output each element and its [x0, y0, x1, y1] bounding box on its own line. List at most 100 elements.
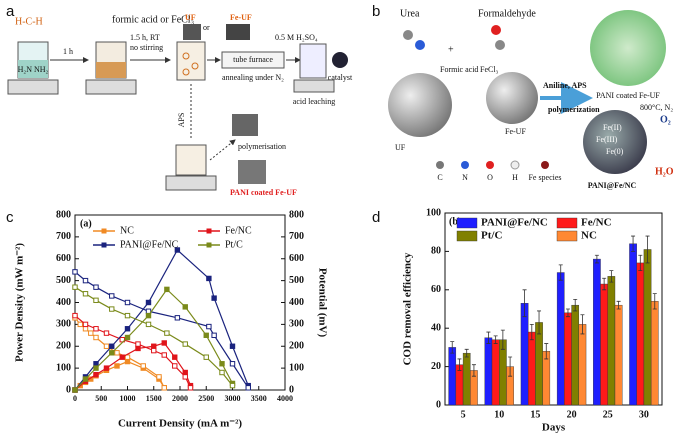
bar — [527, 331, 536, 406]
error-bar — [580, 314, 585, 335]
error-bar — [558, 264, 563, 281]
legend-marker — [101, 242, 107, 248]
y-tick-label: 200 — [56, 341, 71, 352]
particle — [182, 68, 190, 76]
bar — [571, 304, 580, 406]
potential-point — [172, 363, 178, 369]
fe-label: Fe(II) — [603, 123, 622, 132]
potential-point — [211, 332, 217, 339]
panel-a: a H-C-H H₂N NH₂ 1 h formic acid or FeCl₃… — [6, 3, 353, 197]
x-tick-label: 10 — [494, 409, 504, 420]
potential-point — [88, 330, 94, 336]
o2-label: O₂ — [660, 114, 671, 125]
x-tick-label: 25 — [603, 409, 613, 420]
power-point — [182, 304, 188, 310]
legend-text: H — [512, 173, 518, 182]
error-bar — [638, 254, 643, 271]
step-label: 1.5 h, RT — [130, 33, 160, 42]
error-bar — [471, 364, 476, 377]
bar — [600, 283, 608, 406]
y2-axis-title: Potential (mV) — [316, 268, 328, 338]
x-tick-label: 1000 — [120, 394, 136, 403]
y2-tick-label: 0 — [289, 384, 294, 395]
y-tick-label: 100 — [426, 207, 441, 218]
potential-point — [82, 277, 89, 284]
potential-point — [164, 330, 170, 336]
error-bar — [464, 348, 469, 358]
bar — [578, 324, 587, 406]
atom — [495, 40, 505, 50]
y2-tick-label: 700 — [289, 231, 304, 242]
plus: + — [448, 44, 454, 55]
power-point — [229, 343, 236, 349]
power-point — [172, 354, 178, 360]
x-tick-label: 3000 — [225, 394, 241, 403]
step-label: no stirring — [130, 43, 163, 52]
bar — [491, 339, 500, 406]
potential-point — [93, 334, 99, 341]
legend-marker — [101, 228, 107, 234]
pani-sphere — [590, 10, 666, 86]
h2o-label: H₂O — [655, 166, 674, 177]
legend-text: NC — [120, 225, 134, 236]
x-tick-label: 0 — [73, 394, 77, 403]
error-bar — [652, 293, 657, 310]
potential-point — [245, 385, 251, 391]
y-tick-label: 500 — [56, 275, 71, 286]
panel-letter: a — [6, 3, 15, 20]
potential-point — [93, 326, 99, 332]
y-axis-title: COD removal efficiency — [402, 252, 414, 365]
potential-point — [77, 321, 83, 328]
step-label: polymerization — [548, 105, 600, 114]
error-bar — [450, 341, 455, 354]
bar — [535, 322, 543, 406]
power-point — [109, 350, 115, 356]
product-label: UF — [185, 13, 196, 22]
panel-subtitle: (a) — [80, 218, 92, 229]
potential-point — [182, 374, 188, 380]
error-bar — [544, 343, 549, 360]
x-tick-label: 30 — [639, 409, 649, 420]
reagent-label: formic acid or FeCl₃ — [112, 14, 194, 25]
y-tick-label: 300 — [56, 319, 71, 330]
potential-point — [72, 312, 78, 319]
bar — [636, 262, 645, 406]
y-tick-label: 0 — [436, 399, 441, 410]
error-bar — [616, 300, 621, 310]
legend-text: PANI@Fe/NC — [481, 217, 548, 229]
potential-point — [93, 284, 99, 290]
potential-point — [151, 347, 157, 354]
acid-label: 0.5 M H₂SO₄ — [275, 33, 318, 42]
reagent-label: Formic acid — [440, 65, 478, 74]
power-point — [93, 361, 99, 367]
power-point — [124, 334, 131, 341]
y-tick-label: 40 — [431, 322, 441, 333]
power-point — [164, 286, 170, 293]
potential-point — [103, 330, 110, 336]
power-point — [103, 365, 110, 371]
legend-swatch — [456, 217, 478, 229]
uf-sphere — [388, 73, 452, 137]
legend-text: PANI@Fe/NC — [120, 239, 179, 250]
potential-point — [72, 269, 78, 275]
potential-point — [124, 354, 131, 360]
product-label: Fe-UF — [230, 13, 252, 22]
potential-point — [103, 343, 110, 349]
panel-letter: c — [6, 209, 14, 226]
error-bar — [609, 270, 614, 283]
step-label: annealing under N₂ — [222, 73, 284, 82]
molecule-label: Formaldehyde — [478, 8, 536, 19]
error-bar — [594, 254, 599, 264]
x-tick-label: 5 — [461, 409, 466, 420]
panel-letter: d — [372, 209, 380, 226]
y-tick-label: 600 — [56, 253, 71, 264]
potential-point — [93, 297, 99, 304]
stirrer — [165, 175, 217, 191]
plot-frame — [444, 212, 663, 406]
bar — [556, 272, 565, 406]
x-tick-label: 2000 — [172, 394, 188, 403]
furnace — [221, 51, 285, 69]
power-line — [74, 249, 249, 391]
potential-point — [174, 315, 181, 321]
